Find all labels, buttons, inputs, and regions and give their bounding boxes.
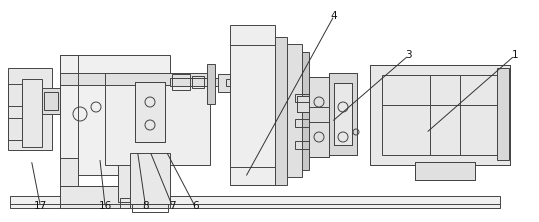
Bar xyxy=(329,73,357,155)
Bar xyxy=(8,118,22,140)
Bar xyxy=(497,68,509,160)
Bar xyxy=(297,96,309,112)
Bar xyxy=(309,77,329,157)
Bar xyxy=(10,196,500,208)
Bar xyxy=(309,77,329,157)
Bar xyxy=(22,79,42,147)
Bar xyxy=(132,204,168,212)
Bar xyxy=(295,141,309,149)
Bar xyxy=(130,153,170,208)
Bar xyxy=(218,74,230,92)
Bar xyxy=(295,119,309,127)
Text: 1: 1 xyxy=(512,50,518,61)
Bar xyxy=(295,94,309,102)
Bar xyxy=(135,82,165,142)
Bar xyxy=(207,64,215,104)
Text: 3: 3 xyxy=(405,50,412,61)
Bar xyxy=(226,79,231,86)
Bar xyxy=(8,84,22,106)
Bar xyxy=(382,75,497,155)
Text: 16: 16 xyxy=(99,201,112,212)
Bar xyxy=(44,92,58,110)
Bar xyxy=(297,96,309,112)
Bar xyxy=(334,83,352,145)
Bar xyxy=(415,162,475,180)
Text: 4: 4 xyxy=(331,10,337,21)
Bar xyxy=(370,65,510,165)
Bar xyxy=(60,186,168,208)
Bar xyxy=(105,75,210,165)
Bar xyxy=(192,76,204,88)
Bar xyxy=(172,74,190,90)
Bar xyxy=(370,65,510,165)
Bar xyxy=(329,73,357,155)
Bar xyxy=(135,82,165,142)
Text: 7: 7 xyxy=(169,201,176,212)
Bar xyxy=(334,83,352,145)
Bar xyxy=(302,52,309,170)
Bar xyxy=(105,73,210,85)
Bar xyxy=(275,37,287,185)
Text: 17: 17 xyxy=(34,201,47,212)
Text: 6: 6 xyxy=(192,201,198,212)
Bar xyxy=(118,132,140,202)
Bar xyxy=(60,158,78,208)
Bar xyxy=(287,44,302,177)
Bar xyxy=(60,55,170,175)
Bar xyxy=(60,163,78,175)
Bar xyxy=(120,198,138,208)
Text: 8: 8 xyxy=(142,201,149,212)
Bar xyxy=(60,73,170,85)
Bar xyxy=(230,25,275,185)
Bar xyxy=(60,186,168,208)
Bar xyxy=(60,55,78,175)
Bar xyxy=(8,68,52,150)
Bar xyxy=(415,162,475,180)
Bar xyxy=(42,88,60,114)
Bar xyxy=(170,78,240,86)
